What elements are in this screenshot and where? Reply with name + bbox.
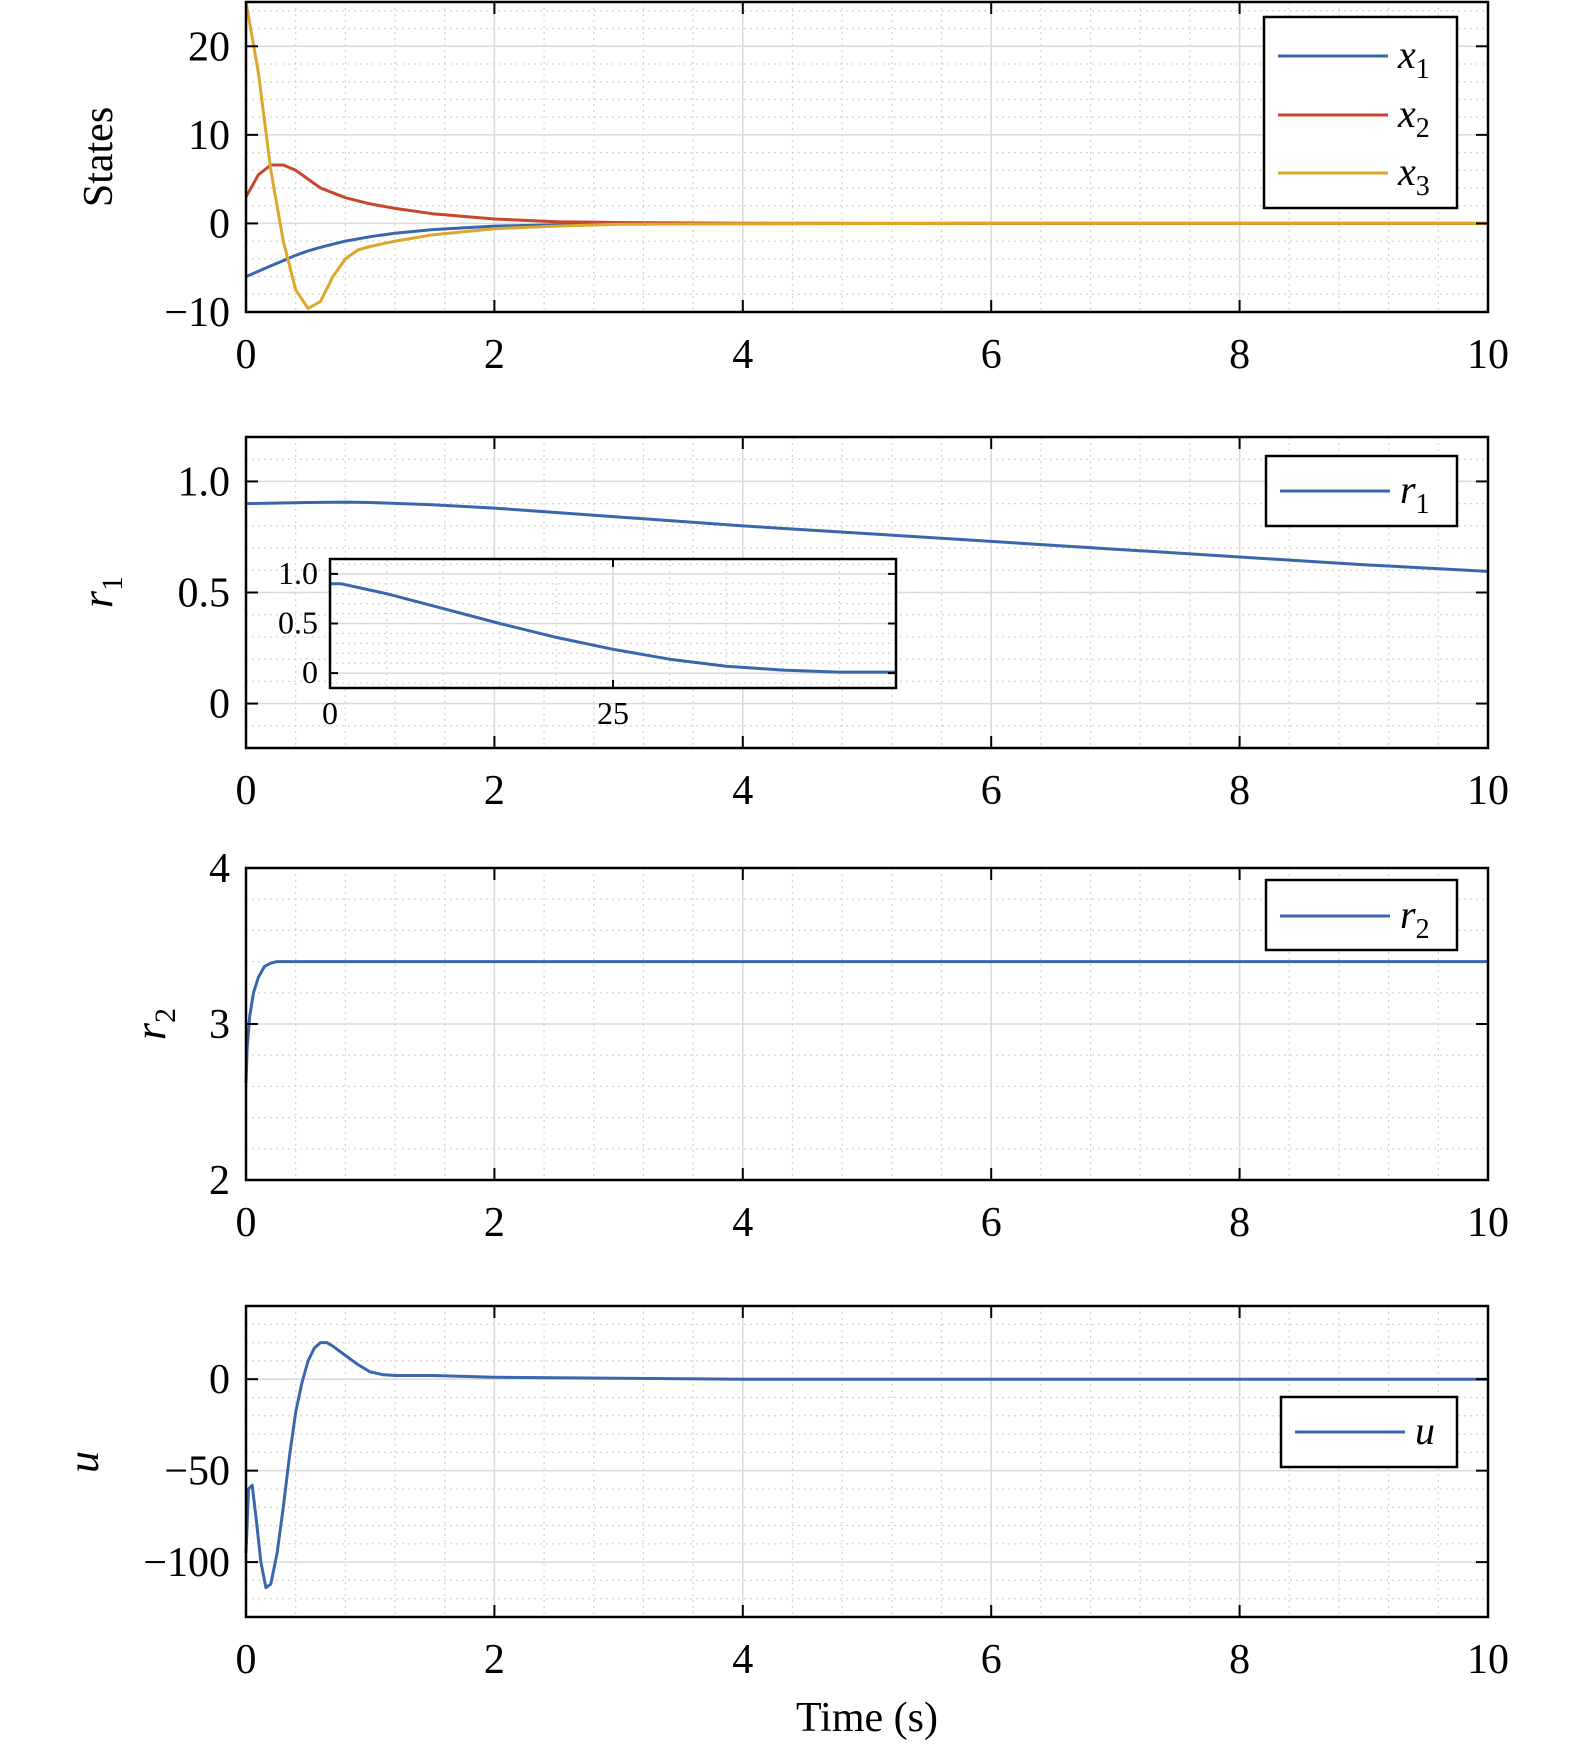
x-tick-label: 8 [1229,332,1250,378]
x-tick-label: 0 [322,695,338,731]
y-axis-label-subscript: 1 [96,576,129,591]
x-tick-label: 4 [732,1200,753,1246]
y-tick-label: 2 [209,1158,230,1204]
x-tick-label: 8 [1229,1637,1250,1683]
y-tick-label: 20 [188,24,230,70]
x-axis-label: Time (s) [796,1695,938,1741]
legend-label-subscript: 1 [1416,489,1430,520]
x-tick-label: 0 [236,1200,257,1246]
y-tick-label: 0 [209,201,230,247]
y-tick-label: 0.5 [178,571,231,617]
y-axis-label: u [59,1451,108,1473]
legend-label-subscript: 2 [1416,113,1430,144]
y-tick-label: 0 [209,682,230,728]
y-tick-label: 0 [209,1357,230,1403]
y-tick-label: 0 [302,654,318,690]
plot-frame [244,1304,1490,1619]
x-tick-label: 10 [1467,1637,1509,1683]
y-axis-label-subscript: 2 [149,1008,182,1023]
chart-u-panel: 0 2 4 6 8 10 −100 −50 0 u Time (s) u [59,1304,1509,1741]
x-tick-label: 6 [981,1637,1002,1683]
x-tick-label: 2 [484,1637,505,1683]
x-tick-label: 4 [732,768,753,814]
y-tick-label: 1.0 [178,459,231,505]
plot-frame [244,435,1490,750]
legend-box [1262,15,1459,210]
y-tick-label: 4 [209,846,230,892]
plot-frame [328,557,898,690]
x-tick-label: 0 [236,332,257,378]
legend-label-subscript: 2 [1416,914,1430,945]
y-axis-label: r1 [73,576,129,608]
series-line-0-2 [244,1,1488,310]
series-line-3-0 [244,1341,1488,1590]
x-tick-label: 6 [981,1200,1002,1246]
legend-label-subscript: 1 [1416,54,1430,85]
x-tick-label: 10 [1467,1200,1509,1246]
legend-label: u [1415,1408,1435,1453]
y-tick-label: 0.5 [278,605,318,641]
y-tick-label: −100 [143,1540,230,1586]
x-tick-label: 25 [597,695,629,731]
y-tick-label: 1.0 [278,555,318,591]
x-tick-label: 8 [1229,1200,1250,1246]
series-line-1-0 [245,500,1489,573]
x-tick-label: 10 [1467,332,1509,378]
y-tick-label: −10 [164,290,230,336]
plot-frame [244,0,1490,314]
x-tick-label: 4 [732,332,753,378]
y-axis-label: States [76,107,122,207]
y-tick-label: 3 [209,1002,230,1048]
x-tick-label: 8 [1229,768,1250,814]
x-tick-label: 2 [484,768,505,814]
legend-label: r2 [1400,892,1430,945]
x-tick-label: 6 [981,768,1002,814]
y-tick-label: 10 [188,113,230,159]
legend-label-subscript: 3 [1416,171,1430,202]
x-tick-label: 4 [732,1637,753,1683]
plot-frame [244,866,1490,1182]
x-tick-label: 0 [236,768,257,814]
y-tick-label: −50 [164,1449,230,1495]
x-tick-label: 0 [236,1637,257,1683]
x-tick-label: 2 [484,1200,505,1246]
x-tick-label: 2 [484,332,505,378]
x-tick-label: 6 [981,332,1002,378]
series-line-1-inset-0 [330,582,896,674]
x-tick-label: 10 [1467,768,1509,814]
y-axis-label: r2 [126,1008,182,1040]
series-line-2-0 [244,960,1488,1084]
